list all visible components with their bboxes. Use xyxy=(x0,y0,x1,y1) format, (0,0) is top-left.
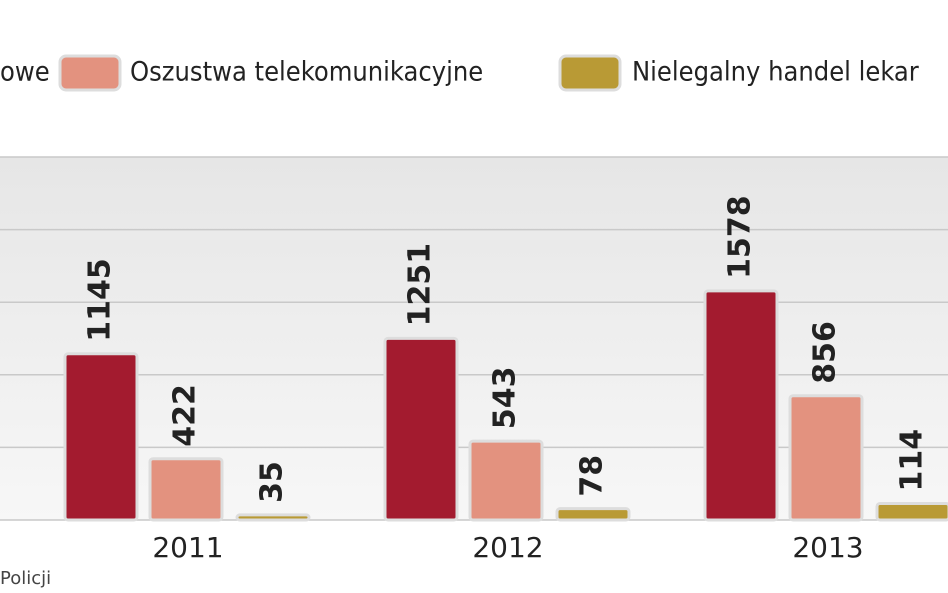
bar xyxy=(235,513,311,522)
x-tick-label: 2012 xyxy=(472,531,543,564)
legend-label: Oszustwa telekomunikacyjne xyxy=(130,57,483,88)
bar xyxy=(788,394,864,522)
x-tick-label: 2013 xyxy=(792,531,863,564)
value-label: 543 xyxy=(488,367,523,430)
value-label: 78 xyxy=(575,455,610,497)
bar xyxy=(468,439,544,522)
bar xyxy=(555,507,631,522)
bar xyxy=(703,289,779,522)
value-label: 422 xyxy=(168,384,203,447)
legend-swatch xyxy=(58,54,122,92)
value-label: 1145 xyxy=(83,258,118,342)
bar xyxy=(383,336,459,522)
value-label: 1578 xyxy=(723,195,758,279)
bar xyxy=(63,352,139,522)
value-label: 1251 xyxy=(403,243,438,327)
value-label: 856 xyxy=(808,321,843,384)
x-tick-label: 2011 xyxy=(152,531,223,564)
legend-label: owe xyxy=(0,57,50,88)
bar xyxy=(148,457,224,522)
legend-swatch xyxy=(558,54,622,92)
source: Policji xyxy=(0,568,51,589)
value-label: 114 xyxy=(895,429,930,492)
bar xyxy=(875,501,948,522)
legend-label: Nielegalny handel lekar xyxy=(632,57,919,88)
value-label: 35 xyxy=(255,461,290,503)
